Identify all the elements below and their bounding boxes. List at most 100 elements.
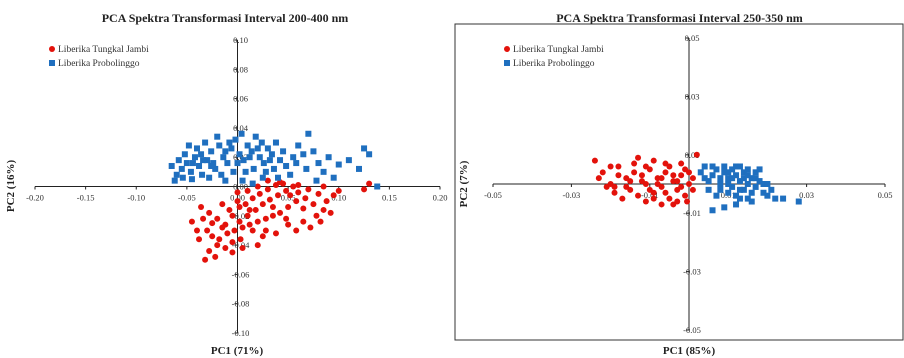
scatter-plot-right: -0.05-0.03-0.010.010.030.050.050.030.01-… <box>454 23 904 357</box>
data-point <box>222 245 229 252</box>
data-point <box>670 172 677 179</box>
data-point <box>300 151 307 158</box>
data-point <box>740 175 747 182</box>
data-point <box>591 157 598 164</box>
data-point <box>173 171 180 178</box>
chart-panel-left: PCA Spektra Transformasi Interval 200-40… <box>0 0 450 358</box>
data-point <box>323 198 330 205</box>
x-tick-label: -0.05 <box>484 190 502 200</box>
data-point <box>224 160 231 167</box>
scatter-plot-left: -0.20-0.15-0.10-0.050.000.050.100.150.20… <box>5 35 447 357</box>
data-point <box>305 130 312 137</box>
data-point <box>320 183 327 190</box>
data-point <box>361 145 368 152</box>
data-point <box>234 189 241 196</box>
data-point <box>310 148 317 155</box>
data-point <box>262 227 269 234</box>
data-point <box>684 198 691 205</box>
data-point <box>313 177 320 184</box>
data-point <box>327 209 334 216</box>
x-tick-label: 0.05 <box>878 190 893 200</box>
data-point <box>709 172 716 179</box>
data-point <box>249 227 256 234</box>
data-point <box>272 139 279 146</box>
data-point <box>366 180 373 187</box>
y-tick-label: 0.01 <box>685 150 700 160</box>
data-point <box>236 204 243 211</box>
data-point <box>214 133 221 140</box>
data-point <box>231 227 238 234</box>
data-point <box>208 162 215 169</box>
data-point <box>756 166 763 173</box>
x-tick-label: 0.00 <box>230 193 245 203</box>
data-point <box>250 165 257 172</box>
data-point <box>222 148 229 155</box>
data-point <box>254 145 261 152</box>
data-point <box>315 190 322 197</box>
data-point <box>638 172 645 179</box>
data-point <box>307 224 314 231</box>
data-point <box>335 161 342 168</box>
data-point <box>689 186 696 193</box>
data-point <box>748 175 755 182</box>
x-axis-title: PC1 (85%) <box>663 345 716 357</box>
data-point <box>607 163 614 170</box>
chart-title: PCA Spektra Transformasi Interval 250-35… <box>556 11 803 25</box>
legend-label: Liberika Tungkal Jambi <box>513 45 604 55</box>
data-point <box>236 151 243 158</box>
data-point <box>752 183 759 190</box>
data-point <box>252 206 259 213</box>
data-point <box>330 174 337 181</box>
data-point <box>283 187 290 194</box>
data-point <box>293 160 300 167</box>
data-point <box>216 236 223 243</box>
y-tick-label: -0.02 <box>232 211 250 221</box>
data-point <box>760 181 767 187</box>
data-point <box>335 187 342 194</box>
data-point <box>635 192 642 199</box>
data-point <box>595 175 602 182</box>
data-point <box>287 192 294 199</box>
x-tick-label: -0.20 <box>26 193 44 203</box>
data-point <box>183 160 190 167</box>
data-point <box>725 189 732 196</box>
legend-marker <box>49 46 55 52</box>
data-point <box>230 168 237 175</box>
data-point <box>615 163 622 170</box>
data-point <box>740 186 747 193</box>
data-point <box>293 227 300 234</box>
data-point <box>264 177 271 184</box>
legend-marker <box>504 46 510 52</box>
data-point <box>752 175 759 182</box>
data-point <box>204 227 211 234</box>
data-point <box>768 186 775 193</box>
data-point <box>670 201 677 208</box>
data-point <box>302 195 309 202</box>
data-point <box>209 220 216 227</box>
data-point <box>259 233 266 240</box>
data-point <box>188 218 195 225</box>
data-point <box>658 201 665 208</box>
data-point <box>366 151 373 158</box>
data-point <box>200 215 207 222</box>
data-point <box>733 192 740 199</box>
legend-marker <box>49 60 55 66</box>
data-point <box>686 169 692 176</box>
data-point <box>642 198 649 205</box>
data-point <box>226 206 233 213</box>
data-point <box>310 201 317 208</box>
data-point <box>236 218 243 225</box>
data-point <box>674 178 681 185</box>
data-point <box>740 169 747 176</box>
data-point <box>748 189 755 196</box>
data-point <box>374 183 381 190</box>
data-point <box>315 160 322 167</box>
data-point <box>188 176 195 183</box>
x-tick-label: -0.10 <box>127 193 145 203</box>
data-point <box>269 212 276 219</box>
data-point <box>721 169 728 176</box>
data-point <box>232 136 239 143</box>
data-point <box>642 163 649 170</box>
y-tick-label: -0.10 <box>232 328 250 338</box>
data-point <box>682 192 689 199</box>
